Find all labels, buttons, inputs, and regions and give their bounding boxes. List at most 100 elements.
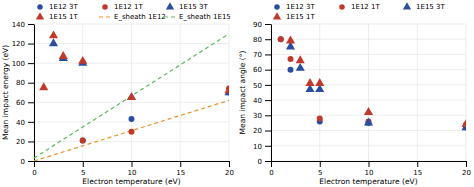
grid-line xyxy=(271,145,466,146)
tick: 80 xyxy=(16,79,34,87)
tick: 5 xyxy=(81,161,85,177)
point xyxy=(461,119,466,127)
point xyxy=(278,36,284,42)
point xyxy=(224,85,229,93)
tick-mark xyxy=(466,161,467,167)
tick-mark xyxy=(180,161,181,167)
tick-label: 120 xyxy=(12,40,25,48)
tick-label: 100 xyxy=(12,60,25,68)
tick-mark xyxy=(369,161,370,167)
tick-mark xyxy=(265,100,271,101)
legend-item: E_sheath 1E12 xyxy=(99,13,166,21)
panel: 05101520020406080100120140Electron tempe… xyxy=(1,2,234,186)
legend-item: 1E12 3T xyxy=(274,3,315,11)
tick-label: 10 xyxy=(365,169,374,177)
point xyxy=(129,129,135,135)
tick-label: 5 xyxy=(81,169,85,177)
tick-mark xyxy=(28,63,34,64)
y-axis: 0102030405060708090 xyxy=(253,21,271,166)
tick-label: 0 xyxy=(258,158,262,166)
tick-mark xyxy=(34,161,35,167)
tick-label: 60 xyxy=(253,66,262,74)
legend-symbol xyxy=(339,4,345,10)
tick: 15 xyxy=(176,161,185,177)
tick-mark xyxy=(265,161,271,162)
tick-label: 20 xyxy=(462,169,471,177)
x-axis: 0 5 10 15 20 xyxy=(32,161,234,177)
grid-line xyxy=(271,39,466,40)
point xyxy=(49,30,58,38)
tick: 60 xyxy=(253,66,271,74)
grid-line xyxy=(34,24,229,25)
legend-label: 1E15 3T xyxy=(416,3,445,11)
tick-mark xyxy=(28,24,34,25)
tick-label: 50 xyxy=(253,82,262,90)
point xyxy=(278,36,284,42)
tick-label: 15 xyxy=(176,169,185,177)
tick-mark xyxy=(265,146,271,147)
tick-mark xyxy=(28,44,34,45)
legend-item: 1E15 1T xyxy=(273,12,316,21)
panel: 051015200102030405060708090Electron temp… xyxy=(238,2,471,186)
tick-label: 20 xyxy=(16,138,25,146)
point xyxy=(129,116,135,122)
tick: 20 xyxy=(253,127,271,135)
legend-symbol xyxy=(36,12,44,19)
tick-label: 80 xyxy=(16,79,25,87)
x-axis-title: Electron temperature (eV) xyxy=(319,177,417,186)
grid-line xyxy=(368,24,369,161)
tick-label: 70 xyxy=(253,51,262,59)
sheath-line xyxy=(34,100,229,161)
tick: 5 xyxy=(318,161,322,177)
point xyxy=(288,56,294,62)
grid-line xyxy=(180,24,181,161)
point xyxy=(364,118,373,126)
tick: 20 xyxy=(462,161,471,177)
tick-label: 0 xyxy=(32,169,36,177)
point xyxy=(288,67,294,73)
legend-symbol xyxy=(274,4,280,10)
grid-line xyxy=(34,82,229,83)
tick-label: 80 xyxy=(253,36,262,44)
tick-mark xyxy=(28,83,34,84)
tick: 15 xyxy=(413,161,422,177)
tick-mark xyxy=(28,102,34,103)
sheath-line xyxy=(34,34,229,158)
legend-label: 1E15 3T xyxy=(179,3,208,11)
legend-symbol xyxy=(164,16,176,17)
tick: 20 xyxy=(225,161,234,177)
legend-item: E_sheath 1E15 xyxy=(164,13,231,21)
legend-item: 1E15 1T xyxy=(36,12,79,21)
grid-line xyxy=(271,115,466,116)
tick: 140 xyxy=(12,21,34,29)
legend-label: E_sheath 1E15 xyxy=(179,13,231,21)
tick: 100 xyxy=(12,60,34,68)
tick: 10 xyxy=(128,161,137,177)
tick-mark xyxy=(28,161,34,162)
point xyxy=(315,78,324,86)
tick-mark xyxy=(271,161,272,167)
grid-line xyxy=(417,24,418,161)
legend-symbol xyxy=(166,2,174,9)
tick-mark xyxy=(265,70,271,71)
tick: 0 xyxy=(258,158,271,166)
point xyxy=(364,107,373,115)
legend-label: 1E12 1T xyxy=(114,3,143,11)
grid-line xyxy=(34,43,229,44)
y-axis: 020406080100120140 xyxy=(12,21,35,166)
tick-mark xyxy=(265,54,271,55)
point xyxy=(296,63,305,71)
tick: 60 xyxy=(16,99,34,107)
point xyxy=(39,82,48,90)
plot-area xyxy=(34,30,229,161)
tick: 0 xyxy=(269,161,273,177)
grid-line xyxy=(271,84,466,85)
tick-mark xyxy=(320,161,321,167)
tick: 0 xyxy=(32,161,36,177)
legend-label: 1E15 1T xyxy=(49,13,78,21)
tick-mark xyxy=(265,39,271,40)
tick-mark xyxy=(28,141,34,142)
tick-label: 20 xyxy=(225,169,234,177)
tick: 40 xyxy=(253,97,271,105)
tick-mark xyxy=(265,24,271,25)
